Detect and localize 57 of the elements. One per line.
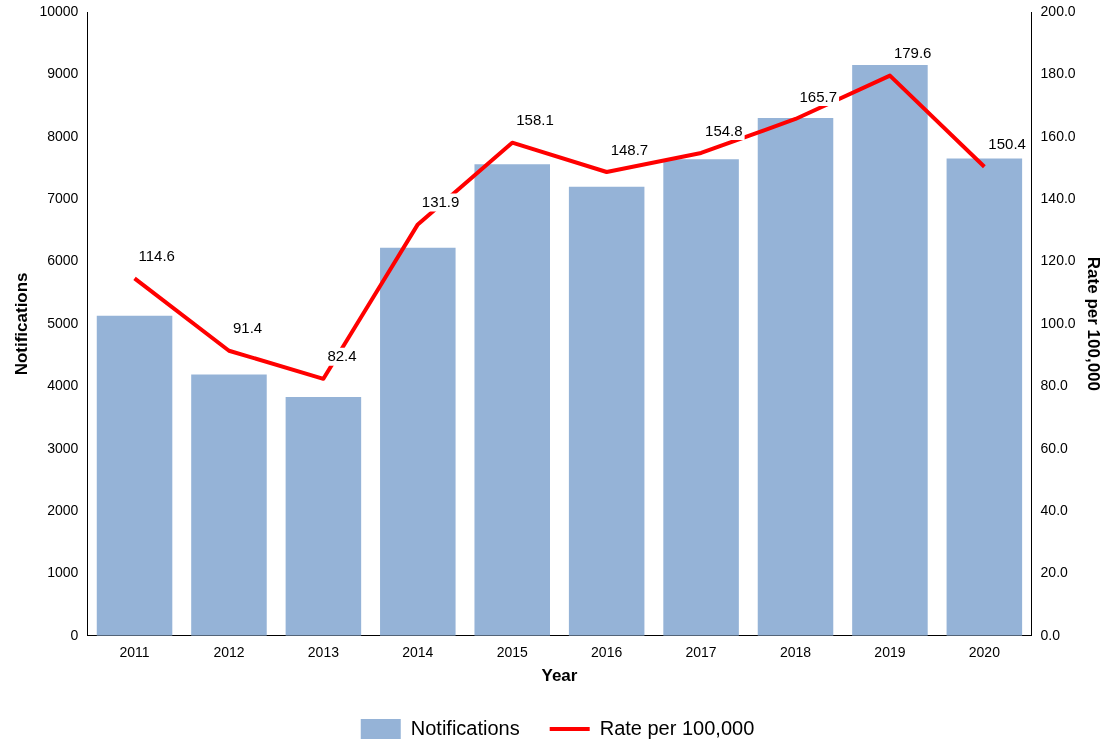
data-label: 179.6 (893, 44, 932, 62)
bar (380, 247, 456, 636)
y2-tick-label: 160.0 (1040, 127, 1076, 144)
y-axis-title: Notifications (11, 272, 31, 376)
x-tick-label: 2019 (874, 644, 906, 661)
y2-tick-label: 40.0 (1040, 501, 1069, 518)
data-label: 131.9 (421, 193, 460, 211)
x-axis-title: Year (541, 666, 578, 686)
data-label: 91.4 (232, 319, 263, 337)
y-tick-label: 5000 (47, 314, 79, 331)
data-label: 154.8 (705, 121, 743, 139)
y2-tick-label: 120.0 (1040, 252, 1076, 269)
data-label: 82.4 (327, 347, 357, 365)
legend-label: Notifications (410, 716, 520, 739)
bar (852, 65, 928, 636)
data-label: 165.7 (799, 87, 838, 105)
data-label: 150.4 (988, 135, 1026, 153)
x-tick-label: 2014 (402, 644, 434, 661)
y2-tick-label: 80.0 (1040, 377, 1069, 394)
y2-tick-label: 140.0 (1040, 190, 1076, 206)
y-tick-label: 7000 (47, 190, 79, 206)
y-tick-label: 3000 (47, 439, 79, 456)
x-tick-label: 2020 (968, 644, 1001, 661)
y2-tick-label: 20.0 (1040, 564, 1069, 581)
y-tick-label: 1000 (47, 564, 79, 581)
data-label: 158.1 (516, 111, 554, 129)
bar (191, 374, 267, 636)
y-tick-label: 2000 (47, 501, 79, 518)
bar (96, 315, 173, 636)
x-tick-label: 2013 (307, 644, 340, 661)
x-tick-label: 2016 (591, 644, 623, 661)
x-tick-label: 2017 (685, 644, 717, 661)
y2-tick-label: 60.0 (1040, 439, 1069, 456)
data-label: 114.6 (138, 247, 175, 264)
x-tick-label: 2018 (779, 644, 812, 661)
bar (757, 118, 834, 636)
y-tick-label: 0 (70, 626, 79, 643)
x-tick-label: 2011 (119, 644, 150, 661)
y2-tick-label: 0.0 (1040, 626, 1061, 643)
y-tick-label: 6000 (47, 252, 79, 269)
y2-tick-label: 200.0 (1040, 2, 1076, 19)
bar (568, 186, 645, 636)
x-tick-label: 2012 (213, 644, 245, 661)
bar (474, 164, 551, 636)
y-tick-label: 4000 (47, 377, 79, 394)
legend-label: Rate per 100,000 (599, 716, 755, 739)
y2-axis-title: Rate per 100,000 (1084, 256, 1104, 391)
y-tick-label: 9000 (47, 65, 79, 82)
data-label: 148.7 (610, 140, 649, 158)
y2-tick-label: 180.0 (1040, 65, 1076, 82)
y-tick-label: 8000 (47, 127, 79, 144)
bar (946, 158, 1023, 636)
x-tick-label: 2015 (496, 644, 529, 661)
bar (285, 396, 362, 636)
y-tick-label: 10000 (39, 2, 79, 19)
bar (663, 159, 739, 636)
y2-tick-label: 100.0 (1040, 314, 1076, 331)
